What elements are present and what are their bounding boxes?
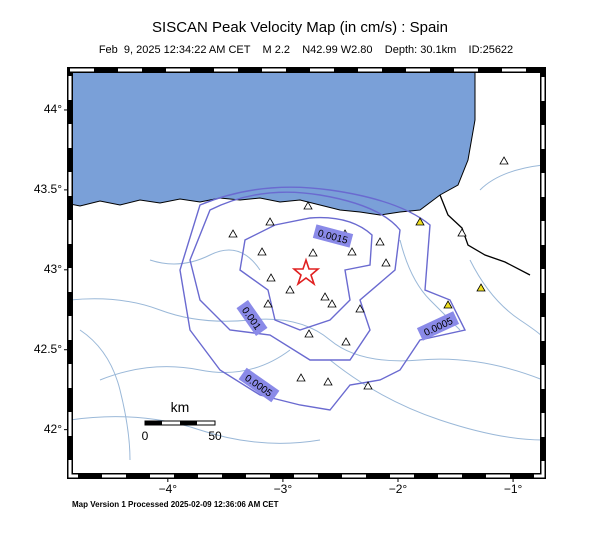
lat-label: 43°: [44, 262, 62, 276]
contours: [179, 186, 467, 411]
rivers: [69, 164, 545, 461]
lat-label: 44°: [44, 102, 62, 116]
lon-label: −2°: [389, 482, 408, 496]
lon-label: −3°: [274, 482, 293, 496]
sea: [69, 69, 476, 216]
map: 0.0015 0.001 0.0005 0.0005 km 0 50: [67, 67, 546, 479]
scale-start: 0: [142, 429, 149, 443]
scale-unit: km: [171, 399, 190, 415]
subtitle: Feb 9, 2025 12:34:22 AM CET M 2.2 N42.99…: [99, 44, 513, 56]
lon-label: −1°: [504, 482, 523, 496]
scale-end: 50: [208, 429, 222, 443]
border: [439, 194, 531, 276]
lat-label: 43.5°: [34, 182, 62, 196]
frame-pattern: [68, 68, 545, 478]
title: SISCAN Peak Velocity Map (in cm/s) : Spa…: [152, 19, 448, 36]
lat-label: 42.5°: [34, 342, 62, 356]
footer: Map Version 1 Processed 2025-02-09 12:36…: [72, 500, 279, 509]
lat-label: 42°: [44, 422, 62, 436]
lon-label: −4°: [159, 482, 178, 496]
scale-bar: km 0 50: [142, 399, 222, 443]
stations: [228, 156, 509, 390]
epicenter: [291, 257, 321, 287]
